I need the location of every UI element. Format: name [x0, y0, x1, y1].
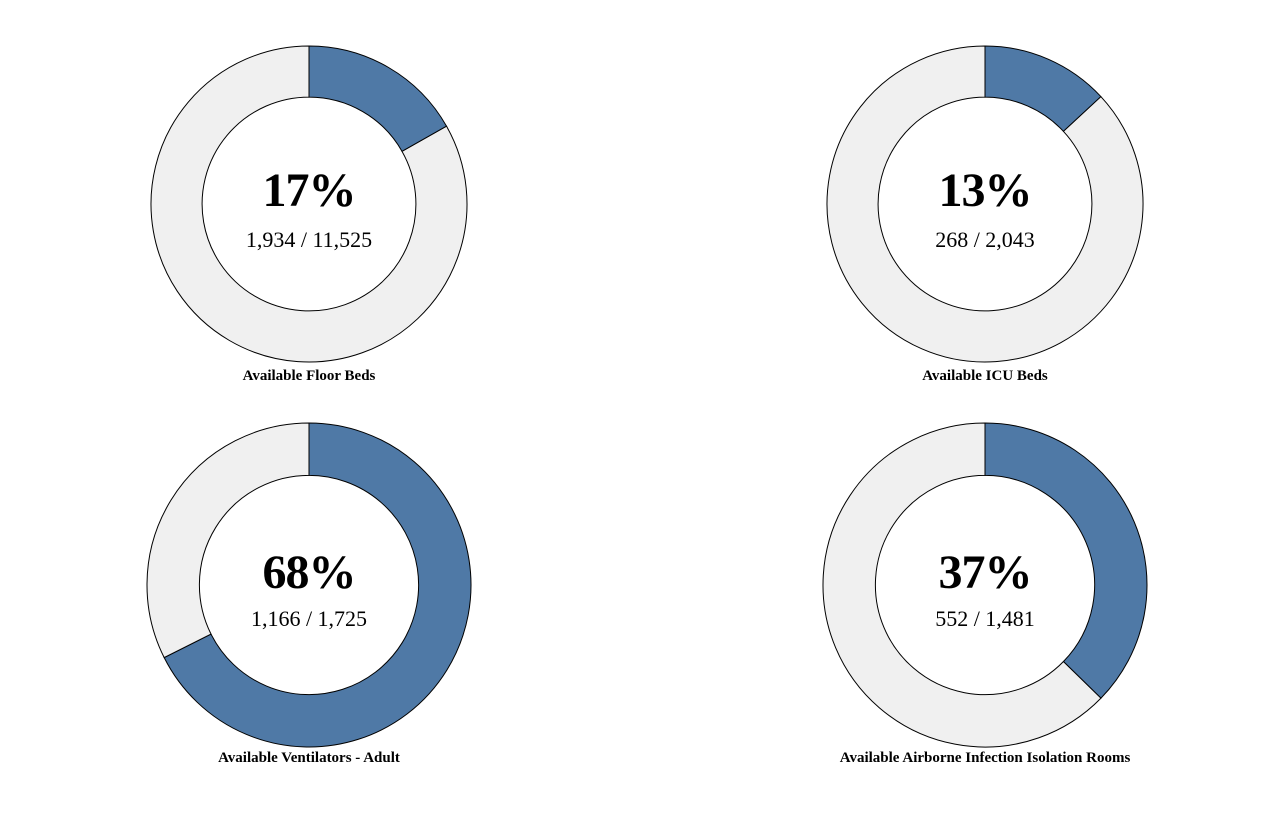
percent-label: 17% [262, 164, 357, 217]
gauge-title: Available Floor Beds [242, 368, 376, 384]
remaining-slice [822, 422, 1102, 748]
ventilators-gauge: 68% 1,166 / 1,725 Available Ventilators … [146, 422, 472, 772]
count-label: 1,934 / 11,525 [245, 227, 373, 252]
remaining-slice [150, 45, 468, 363]
available-slice [984, 45, 1102, 133]
donut-chart [826, 45, 1144, 363]
gauge-title: Available ICU Beds [922, 368, 1048, 384]
icu-beds-gauge: 13% 268 / 2,043 Available ICU Beds [826, 45, 1144, 385]
remaining-slice [146, 422, 310, 659]
percent-label: 37% [938, 546, 1033, 599]
available-slice [984, 422, 1148, 699]
donut-chart [150, 45, 468, 363]
donut-chart [822, 422, 1148, 748]
available-slice [308, 45, 448, 153]
gauge-title: Available Ventilators - Adult [218, 750, 400, 766]
available-slice [163, 422, 472, 748]
percent-label: 68% [262, 546, 357, 599]
donut-chart [146, 422, 472, 748]
count-label: 1,166 / 1,725 [250, 606, 368, 631]
percent-label: 13% [938, 164, 1033, 217]
remaining-slice [826, 45, 1144, 363]
gauge-title: Available Airborne Infection Isolation R… [839, 750, 1131, 766]
count-label: 268 / 2,043 [935, 227, 1035, 252]
floor-beds-gauge: 17% 1,934 / 11,525 Available Floor Beds [150, 45, 468, 385]
isolation-rooms-gauge: 37% 552 / 1,481 Available Airborne Infec… [822, 422, 1148, 772]
count-label: 552 / 1,481 [935, 606, 1035, 631]
